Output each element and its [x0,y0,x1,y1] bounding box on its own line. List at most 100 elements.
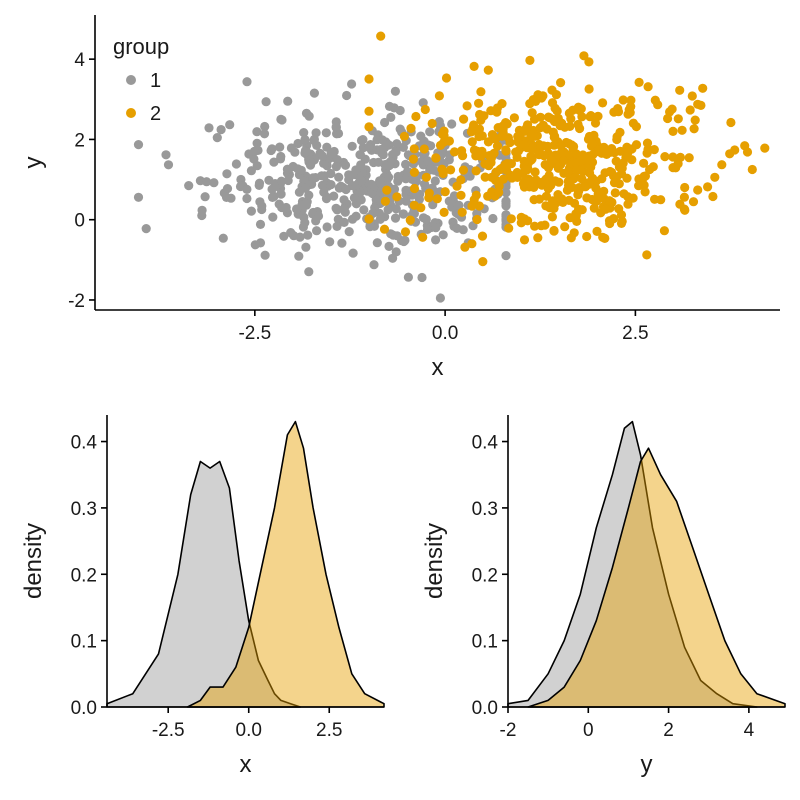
point-group-1 [347,141,357,151]
point-group-2 [483,137,493,147]
point-group-1 [292,204,302,214]
point-group-2 [509,113,519,123]
point-group-2 [441,73,452,83]
point-group-2 [519,235,530,245]
point-group-2 [586,111,596,121]
point-group-1 [321,128,331,138]
point-group-2 [500,160,510,170]
point-group-2 [399,131,409,141]
point-group-2 [531,96,541,106]
point-group-2 [456,175,466,185]
point-group-1 [141,224,151,234]
point-group-2 [541,201,551,211]
point-group-2 [537,177,547,187]
point-group-1 [301,242,311,252]
point-group-1 [309,88,319,98]
point-group-1 [225,120,235,130]
point-group-1 [401,185,411,195]
point-group-2 [606,147,616,157]
point-group-2 [504,223,514,233]
point-group-2 [559,168,569,178]
point-group-2 [474,124,484,134]
point-group-2 [687,91,697,101]
point-group-2 [598,98,608,108]
point-group-2 [501,146,511,156]
point-group-1 [390,86,400,96]
point-group-2 [673,114,683,124]
point-group-2 [512,167,522,178]
point-group-2 [599,186,609,196]
y-tick-label: -2 [68,291,85,312]
point-group-1 [322,222,332,232]
point-group-1 [313,211,324,221]
point-group-1 [283,96,293,106]
point-group-2 [459,114,469,124]
point-group-2 [642,250,652,260]
point-group-1 [356,176,366,186]
point-group-2 [526,131,536,141]
point-group-2 [474,201,484,211]
point-group-2 [609,178,620,188]
y-tick-label: 0.1 [71,632,97,653]
point-group-1 [212,133,222,143]
point-group-1 [184,181,194,191]
point-group-2 [546,155,557,165]
x-tick-label: 2.5 [316,720,342,741]
point-group-2 [533,233,543,243]
point-group-2 [643,82,653,92]
point-group-2 [613,107,624,117]
point-group-1 [395,105,405,116]
point-group-2 [648,162,658,172]
point-group-2 [494,187,504,197]
point-group-2 [634,181,644,191]
point-group-1 [454,200,464,210]
point-group-2 [579,51,589,61]
point-group-2 [534,194,545,204]
point-group-2 [558,156,569,166]
point-group-1 [339,217,349,227]
point-group-1 [373,157,383,167]
point-group-1 [276,189,286,199]
point-group-1 [304,190,314,200]
point-group-2 [474,150,484,161]
point-group-2 [492,107,502,117]
point-group-2 [577,174,587,184]
point-group-1 [452,223,462,233]
point-group-1 [202,177,212,187]
point-group-1 [337,238,347,248]
point-group-2 [400,227,411,237]
point-group-2 [420,104,430,115]
x-tick-label: 0.0 [432,323,458,344]
point-group-2 [477,231,488,241]
point-group-2 [409,144,419,154]
point-group-1 [369,260,379,270]
point-group-2 [530,221,540,231]
point-group-2 [566,182,576,192]
point-group-2 [466,127,476,137]
point-group-2 [435,140,446,150]
point-group-2 [477,131,487,141]
point-group-1 [246,166,256,176]
point-group-1 [372,238,382,248]
point-group-2 [437,164,447,174]
point-group-1 [417,272,427,283]
point-group-1 [334,172,344,182]
point-group-1 [356,195,366,205]
point-group-1 [392,231,402,241]
point-group-1 [384,161,394,171]
point-group-2 [688,197,699,207]
point-group-2 [552,106,562,116]
point-group-1 [341,184,351,195]
point-group-1 [259,129,270,139]
point-group-2 [411,111,421,122]
point-group-2 [650,194,660,204]
point-group-2 [437,129,447,139]
point-group-2 [380,196,390,206]
density-area-group-1 [507,420,758,708]
point-group-1 [133,140,144,150]
point-group-2 [439,207,449,217]
point-group-2 [640,171,651,181]
x-tick-label: 2.5 [622,323,648,344]
point-group-2 [628,118,639,128]
